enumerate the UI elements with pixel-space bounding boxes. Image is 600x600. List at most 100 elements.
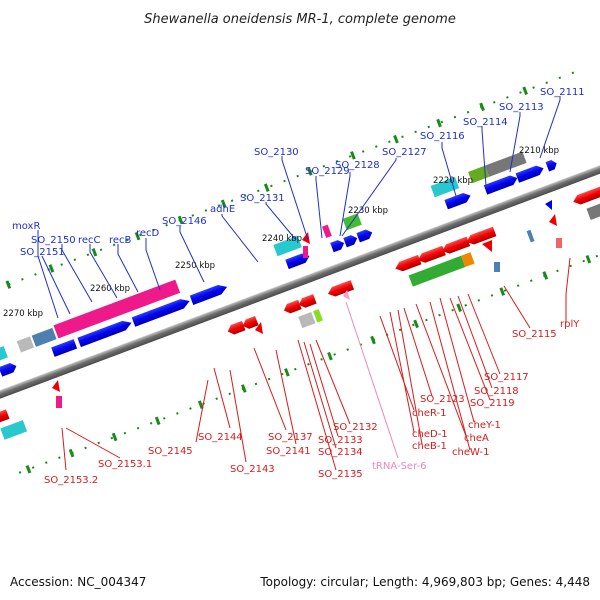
feature-block [56,396,62,408]
gene-reverse[interactable] [572,182,600,206]
gene-label-SO_2128[interactable]: SO_2128 [335,160,380,171]
gene-label-SO_2137[interactable]: SO_2137 [268,432,313,443]
trna-label[interactable]: tRNA-Ser-6 [372,461,427,472]
gene-label-SO_2144[interactable]: SO_2144 [198,432,243,443]
gene-label-SO_2134[interactable]: SO_2134 [318,447,363,458]
gene-label-SO_2133[interactable]: SO_2133 [318,435,363,446]
gene-reverse[interactable] [549,214,557,226]
gene-label-recD[interactable]: recD [136,228,160,239]
gene-label-SO_2131[interactable]: SO_2131 [240,193,285,204]
gene-label-SO_2114[interactable]: SO_2114 [463,117,508,128]
gene-label-cheD-1[interactable]: cheD-1 [412,429,448,440]
gene-label-SO_2143[interactable]: SO_2143 [230,464,275,475]
trna-feature[interactable] [343,290,350,300]
major-tick [456,303,462,313]
gene-label-SO_2153.1[interactable]: SO_2153.1 [98,459,152,470]
gene-label-SO_2145[interactable]: SO_2145 [148,446,193,457]
reverse-feature-band [0,202,600,440]
gene-reverse[interactable] [282,299,302,315]
gene-label-rplY[interactable]: rplY [560,319,580,330]
gene-label-SO_2116[interactable]: SO_2116 [420,131,465,142]
gene-reverse[interactable] [297,294,317,309]
reverse-strand-genes [0,182,600,426]
gene-forward[interactable] [515,164,546,183]
gene-reverse[interactable] [302,232,310,244]
gene-label-cheW-1[interactable]: cheW-1 [452,447,489,458]
gene-label-SO_2111[interactable]: SO_2111 [540,87,585,98]
gene-label-SO_2135[interactable]: SO_2135 [318,469,363,480]
gene-forward[interactable] [545,159,559,172]
major-tick [91,248,98,257]
gene-label-SO_2119[interactable]: SO_2119 [470,398,515,409]
feature-block [321,224,332,238]
gene-forward[interactable] [330,238,346,253]
feature-block [556,238,562,248]
gene-label-cheY-1[interactable]: cheY-1 [468,420,501,431]
reverse-gene-labels: SO_2153.2 SO_2153.1 SO_2145 SO_2144 SO_2… [44,319,580,486]
major-tick [177,215,184,225]
gene-reverse[interactable] [465,226,497,247]
gene-label-SO_2130[interactable]: SO_2130 [254,147,299,158]
gene-label-SO_2146[interactable]: SO_2146 [162,216,207,227]
gene-reverse[interactable] [52,380,60,392]
gene-label-SO_2153.2[interactable]: SO_2153.2 [44,475,98,486]
gene-label-SO_2151[interactable]: SO_2151 [20,247,65,258]
gene-label-cheA[interactable]: cheA [464,433,489,444]
gene-reverse[interactable] [482,240,492,252]
major-tick [479,102,485,112]
gene-label-SO_2150[interactable]: SO_2150 [31,235,76,246]
gene-forward[interactable] [545,200,552,210]
gene-label-SO_2132[interactable]: SO_2132 [333,422,378,433]
kbp-label: 2220 kbp [433,176,473,186]
gene-reverse[interactable] [394,254,422,273]
accession-text: Accession: NC_004347 [10,575,146,589]
gene-reverse[interactable] [326,280,355,298]
feature-block [53,279,181,339]
gene-forward[interactable] [343,233,359,248]
gene-forward[interactable] [189,282,229,305]
gene-label-SO_2127[interactable]: SO_2127 [382,147,427,158]
kbp-label: 2240 kbp [262,234,302,244]
gene-label-SO_2117[interactable]: SO_2117 [484,372,529,383]
gene-label-SO_2115[interactable]: SO_2115 [512,329,557,340]
gene-label-SO_2113[interactable]: SO_2113 [499,102,544,113]
gene-label-SO_2129[interactable]: SO_2129 [305,166,350,177]
feature-block [494,262,500,272]
feature-block [586,202,600,220]
gene-label-SO_2141[interactable]: SO_2141 [266,446,311,457]
feature-block [31,327,57,347]
gene-label-recC[interactable]: recC [78,235,101,246]
gene-forward[interactable] [483,173,519,195]
gene-forward[interactable] [51,339,78,357]
forward-leader-lines [37,96,561,319]
gene-forward[interactable] [77,318,133,348]
gene-label-cheB-1[interactable]: cheB-1 [412,441,447,452]
gene-label-recB[interactable]: recB [109,235,132,246]
gene-forward[interactable] [356,228,374,243]
gene-label-moxR[interactable]: moxR [12,221,40,232]
gene-forward[interactable] [131,296,192,327]
feature-block [273,235,302,257]
gene-reverse[interactable] [241,315,259,331]
gene-reverse[interactable] [226,320,246,336]
forward-feature-band [0,151,527,366]
gene-label-SO_2118[interactable]: SO_2118 [474,386,519,397]
major-tick [499,287,506,296]
gene-reverse[interactable] [416,245,446,265]
major-tick [220,199,227,209]
gene-reverse[interactable] [440,236,471,256]
gene-reverse[interactable] [255,322,263,334]
feature-block [408,255,466,287]
reverse-leader-lines [61,257,571,471]
feature-block [0,346,8,366]
feature-block [526,229,535,243]
gene-label-SO_2123[interactable]: SO_2123 [420,394,465,405]
kbp-labels: 2270 kbp 2260 kbp 2250 kbp 2240 kbp 2230… [3,146,559,319]
forward-strand-genes [0,159,559,386]
gene-label-adhE[interactable]: adhE [210,204,235,215]
gene-reverse[interactable] [0,409,10,426]
major-tick [370,335,376,345]
gene-forward[interactable] [444,191,472,210]
gene-label-cheR-1[interactable]: cheR-1 [412,408,447,419]
gene-forward[interactable] [0,361,18,377]
